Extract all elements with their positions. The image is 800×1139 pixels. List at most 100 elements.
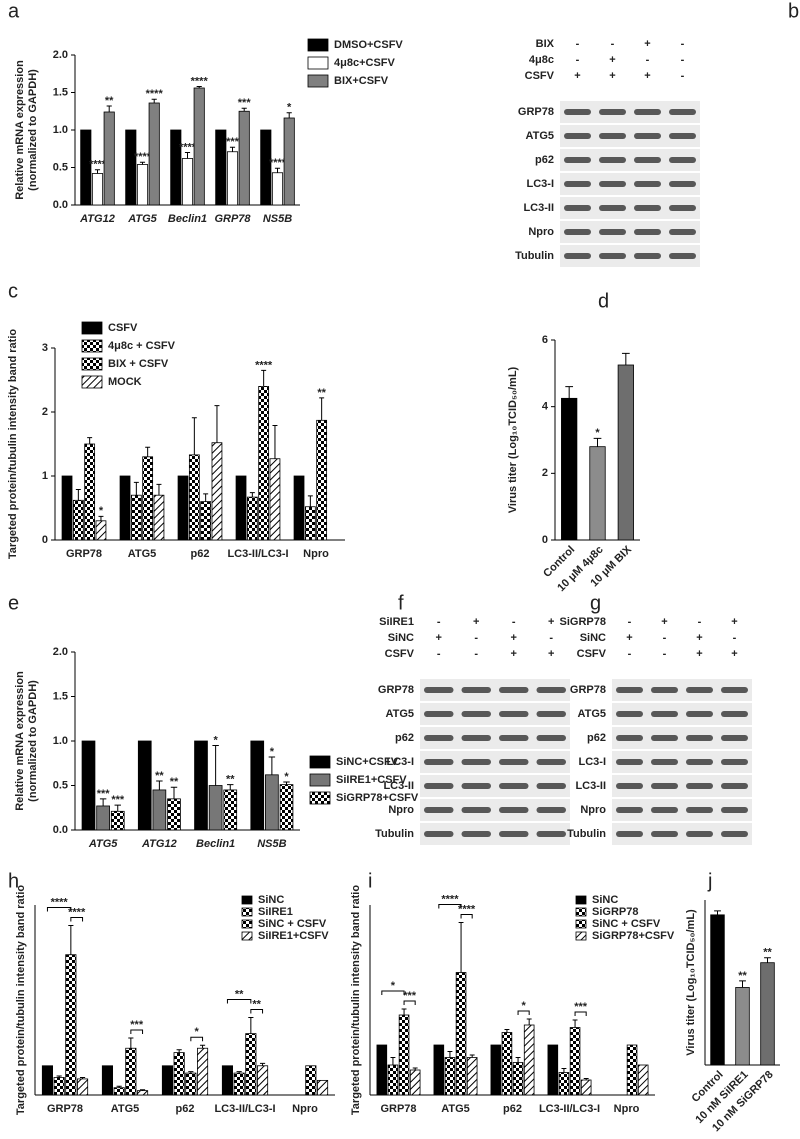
blot-band (599, 157, 626, 163)
significance-label: * (99, 505, 104, 517)
error-bar (274, 167, 281, 173)
blot-band (669, 253, 696, 259)
error-bar (565, 386, 574, 399)
panel-letter: e (8, 592, 19, 614)
legend-label: CSFV (108, 322, 138, 334)
condition-sign: + (511, 648, 517, 660)
error-bar (561, 1068, 567, 1073)
condition-sign: - (663, 648, 667, 660)
legend-label: SiGRP78+CSFV (336, 792, 419, 804)
x-tick-label: ATG12 (141, 838, 177, 850)
blot-strip (420, 775, 570, 797)
legend-label: SiIRE1 (258, 906, 293, 918)
panel-letter: c (8, 280, 18, 302)
blot-band (686, 807, 713, 813)
blot-band (686, 831, 713, 837)
bar (269, 458, 281, 541)
band-label: Npro (528, 226, 554, 238)
bar (258, 385, 270, 541)
significance-label: * (391, 980, 396, 992)
significance-label: * (195, 1026, 200, 1038)
bar (398, 1014, 410, 1096)
condition-sign: + (661, 616, 667, 628)
error-bar (526, 1018, 532, 1025)
legend-label: SiNC (258, 894, 284, 906)
significance-label: * (287, 102, 292, 114)
bar (113, 1087, 125, 1096)
blot-band (651, 783, 678, 789)
error-bar (139, 1089, 146, 1091)
error-bar (156, 483, 162, 496)
band-label: GRP78 (518, 106, 554, 118)
y-tick-label: 1.5 (53, 86, 68, 98)
condition-sign: - (628, 616, 632, 628)
blot-band (616, 687, 643, 693)
condition-sign: + (436, 632, 442, 644)
bar (185, 1072, 197, 1096)
y-axis-label: Targeted protein/tubulin intensity band … (7, 329, 19, 559)
legend-label: 4μ8c+CSFV (334, 57, 396, 69)
bar (177, 475, 189, 541)
blot-band (669, 229, 696, 235)
bar (409, 1069, 421, 1096)
significance-label: **** (134, 151, 152, 163)
bar (260, 129, 272, 206)
blot-band (651, 831, 678, 837)
panel-letter: i (368, 870, 372, 892)
significance-label: **** (89, 159, 107, 171)
error-bar (307, 495, 313, 507)
x-tick-label: GRP78 (47, 1103, 83, 1115)
error-bar (199, 1044, 206, 1049)
blot-band (616, 783, 643, 789)
y-axis-label: Relative mRNA expression (14, 671, 26, 811)
bar (316, 419, 328, 541)
band-label: ATG5 (385, 708, 414, 720)
blot-band (634, 229, 661, 235)
blot-strip (612, 679, 752, 701)
significance-label: ** (170, 776, 179, 788)
blot-band (686, 687, 713, 693)
legend-swatch (575, 895, 587, 905)
error-bar (196, 86, 202, 88)
y-tick-label: 2.0 (53, 49, 68, 61)
bar (233, 1072, 245, 1096)
significance-label: *** (574, 1001, 588, 1013)
legend-swatch (575, 907, 587, 917)
bar (194, 740, 208, 831)
bar (710, 914, 725, 1066)
bar (271, 172, 284, 206)
blot-strip (420, 823, 570, 845)
error-bar (764, 957, 771, 963)
significance-bracket (130, 1029, 144, 1034)
error-bar (156, 780, 163, 790)
condition-sign: + (696, 632, 702, 644)
bar (376, 1044, 388, 1096)
bar (221, 1065, 233, 1096)
error-bar (447, 1051, 453, 1058)
significance-label: ** (252, 998, 261, 1010)
blot-band (686, 711, 713, 717)
error-bar (98, 515, 104, 521)
blot-band (536, 687, 566, 693)
blot-band (599, 229, 626, 235)
bar (103, 111, 115, 206)
blot-band (686, 759, 713, 765)
bar (235, 475, 247, 541)
bar (170, 129, 182, 206)
blot-strip (560, 245, 700, 267)
legend-label: SiNC+CSFV (336, 756, 399, 768)
bar (433, 1044, 445, 1096)
y-tick-label: 0.0 (53, 824, 68, 836)
legend-label: SiGRP78 (592, 906, 638, 918)
condition-sign: - (681, 70, 685, 82)
bar (617, 364, 634, 541)
blot-strip (612, 727, 752, 749)
condition-sign: - (474, 648, 478, 660)
error-bar (739, 980, 746, 988)
bar (53, 1077, 65, 1096)
blot-band (721, 783, 748, 789)
blot-band (651, 711, 678, 717)
blot-band (651, 759, 678, 765)
band-label: p62 (395, 732, 414, 744)
significance-label: ** (235, 988, 244, 1000)
